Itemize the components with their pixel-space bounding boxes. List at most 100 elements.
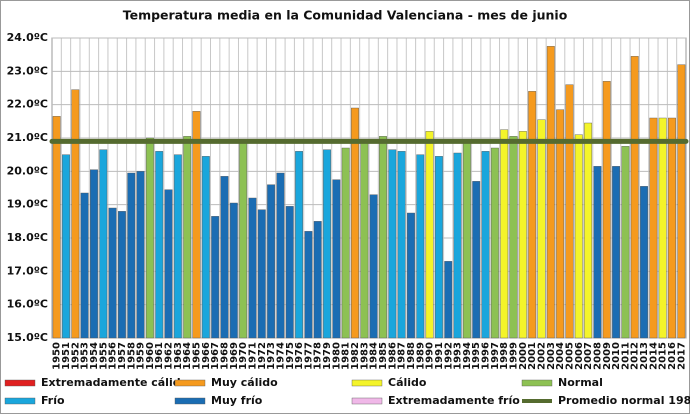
x-tick-label: 1995 <box>471 342 482 370</box>
x-tick-label: 2000 <box>518 342 529 370</box>
x-tick-label: 1985 <box>378 342 389 370</box>
x-tick-label: 1986 <box>387 342 398 370</box>
bar <box>183 136 192 339</box>
legend-label: Normal <box>558 376 603 389</box>
legend-label: Extremadamente cálido <box>41 376 189 389</box>
x-tick-label: 1954 <box>89 342 100 370</box>
bar <box>472 181 481 339</box>
x-tick-label: 1966 <box>201 342 212 370</box>
bar <box>490 147 499 339</box>
bar <box>518 131 527 339</box>
bar <box>145 137 154 339</box>
bar <box>211 216 220 339</box>
y-tick-label: 24.0ºC <box>7 31 48 44</box>
y-tick-label: 19.0ºC <box>7 198 48 211</box>
bar <box>257 209 266 339</box>
x-tick-label: 1953 <box>80 342 91 370</box>
legend-label: Muy cálido <box>211 376 278 389</box>
x-tick-label: 2011 <box>620 342 631 370</box>
x-tick-label: 1961 <box>154 342 165 370</box>
x-tick-label: 1989 <box>415 342 426 370</box>
x-tick-label: 1968 <box>219 342 230 370</box>
bar <box>509 136 518 339</box>
bar <box>52 116 61 339</box>
x-tick-label: 2007 <box>583 342 594 370</box>
x-tick-label: 1984 <box>369 342 380 370</box>
x-tick-label: 1987 <box>397 342 408 370</box>
x-tick-label: 1994 <box>462 342 473 370</box>
x-tick-label: 2016 <box>667 342 678 370</box>
bar <box>500 129 509 339</box>
bar <box>173 154 182 339</box>
x-tick-label: 1979 <box>322 342 333 370</box>
x-tick-label: 2001 <box>527 342 538 370</box>
x-tick-label: 1972 <box>257 342 268 370</box>
bar <box>117 211 126 339</box>
legend-label: Extremadamente frío <box>388 394 520 407</box>
bar <box>248 197 257 339</box>
x-tick-label: 2010 <box>611 342 622 370</box>
bar <box>481 151 490 339</box>
bar <box>379 136 387 339</box>
x-tick-label: 1982 <box>350 342 361 370</box>
x-tick-label: 1952 <box>70 342 81 370</box>
x-tick-label: 2017 <box>676 342 687 370</box>
bar <box>323 149 331 339</box>
x-tick-label: 1978 <box>313 342 324 370</box>
legend-label: Muy frío <box>211 394 263 407</box>
bar <box>99 149 108 339</box>
legend-swatch <box>4 379 36 387</box>
bar <box>127 172 136 339</box>
x-tick-label: 1971 <box>247 342 258 370</box>
x-tick-label: 1998 <box>499 342 510 370</box>
x-tick-label: 1967 <box>210 342 221 370</box>
bar <box>295 151 304 339</box>
bar <box>360 141 369 339</box>
x-tick-label: 2013 <box>639 342 650 370</box>
bar <box>313 221 322 339</box>
legend-swatch <box>351 379 383 387</box>
x-tick-label: 1975 <box>285 342 296 370</box>
legend-swatch <box>351 397 383 405</box>
bar <box>640 186 648 339</box>
x-tick-label: 1960 <box>145 342 156 370</box>
bar <box>239 141 248 339</box>
x-tick-label: 1983 <box>359 342 370 370</box>
bar <box>630 56 639 339</box>
x-tick-label: 2003 <box>546 342 557 370</box>
x-tick-label: 2009 <box>602 342 613 370</box>
x-tick-label: 1963 <box>173 342 184 370</box>
bar <box>565 84 574 339</box>
bar <box>546 46 555 339</box>
bar <box>537 119 546 339</box>
bar <box>192 111 201 339</box>
bar <box>62 154 70 339</box>
y-tick-label: 22.0ºC <box>7 98 48 111</box>
x-tick-label: 2002 <box>536 342 547 370</box>
x-tick-label: 1976 <box>294 342 305 370</box>
x-tick-label: 1950 <box>52 342 63 370</box>
legend-label: Promedio normal 1981-2010 <box>558 394 690 407</box>
bar <box>425 131 434 339</box>
bar <box>462 142 471 339</box>
bar <box>621 146 630 339</box>
x-tick-label: 1997 <box>490 342 501 370</box>
bar <box>351 107 359 339</box>
bar <box>332 179 341 339</box>
bar <box>285 206 294 339</box>
x-tick-label: 1990 <box>425 342 436 370</box>
legend-swatch <box>174 397 206 405</box>
y-tick-label: 16.0ºC <box>7 298 48 311</box>
bar <box>677 64 686 339</box>
x-tick-label: 1962 <box>164 342 175 370</box>
x-tick-label: 2015 <box>658 342 669 370</box>
x-tick-label: 1959 <box>136 342 147 370</box>
bar <box>593 166 602 339</box>
legend-swatch <box>4 397 36 405</box>
x-tick-label: 1951 <box>61 342 72 370</box>
bar <box>407 212 415 339</box>
x-tick-label: 1970 <box>238 342 249 370</box>
y-tick-label: 20.0ºC <box>7 164 48 177</box>
bar <box>276 172 285 339</box>
